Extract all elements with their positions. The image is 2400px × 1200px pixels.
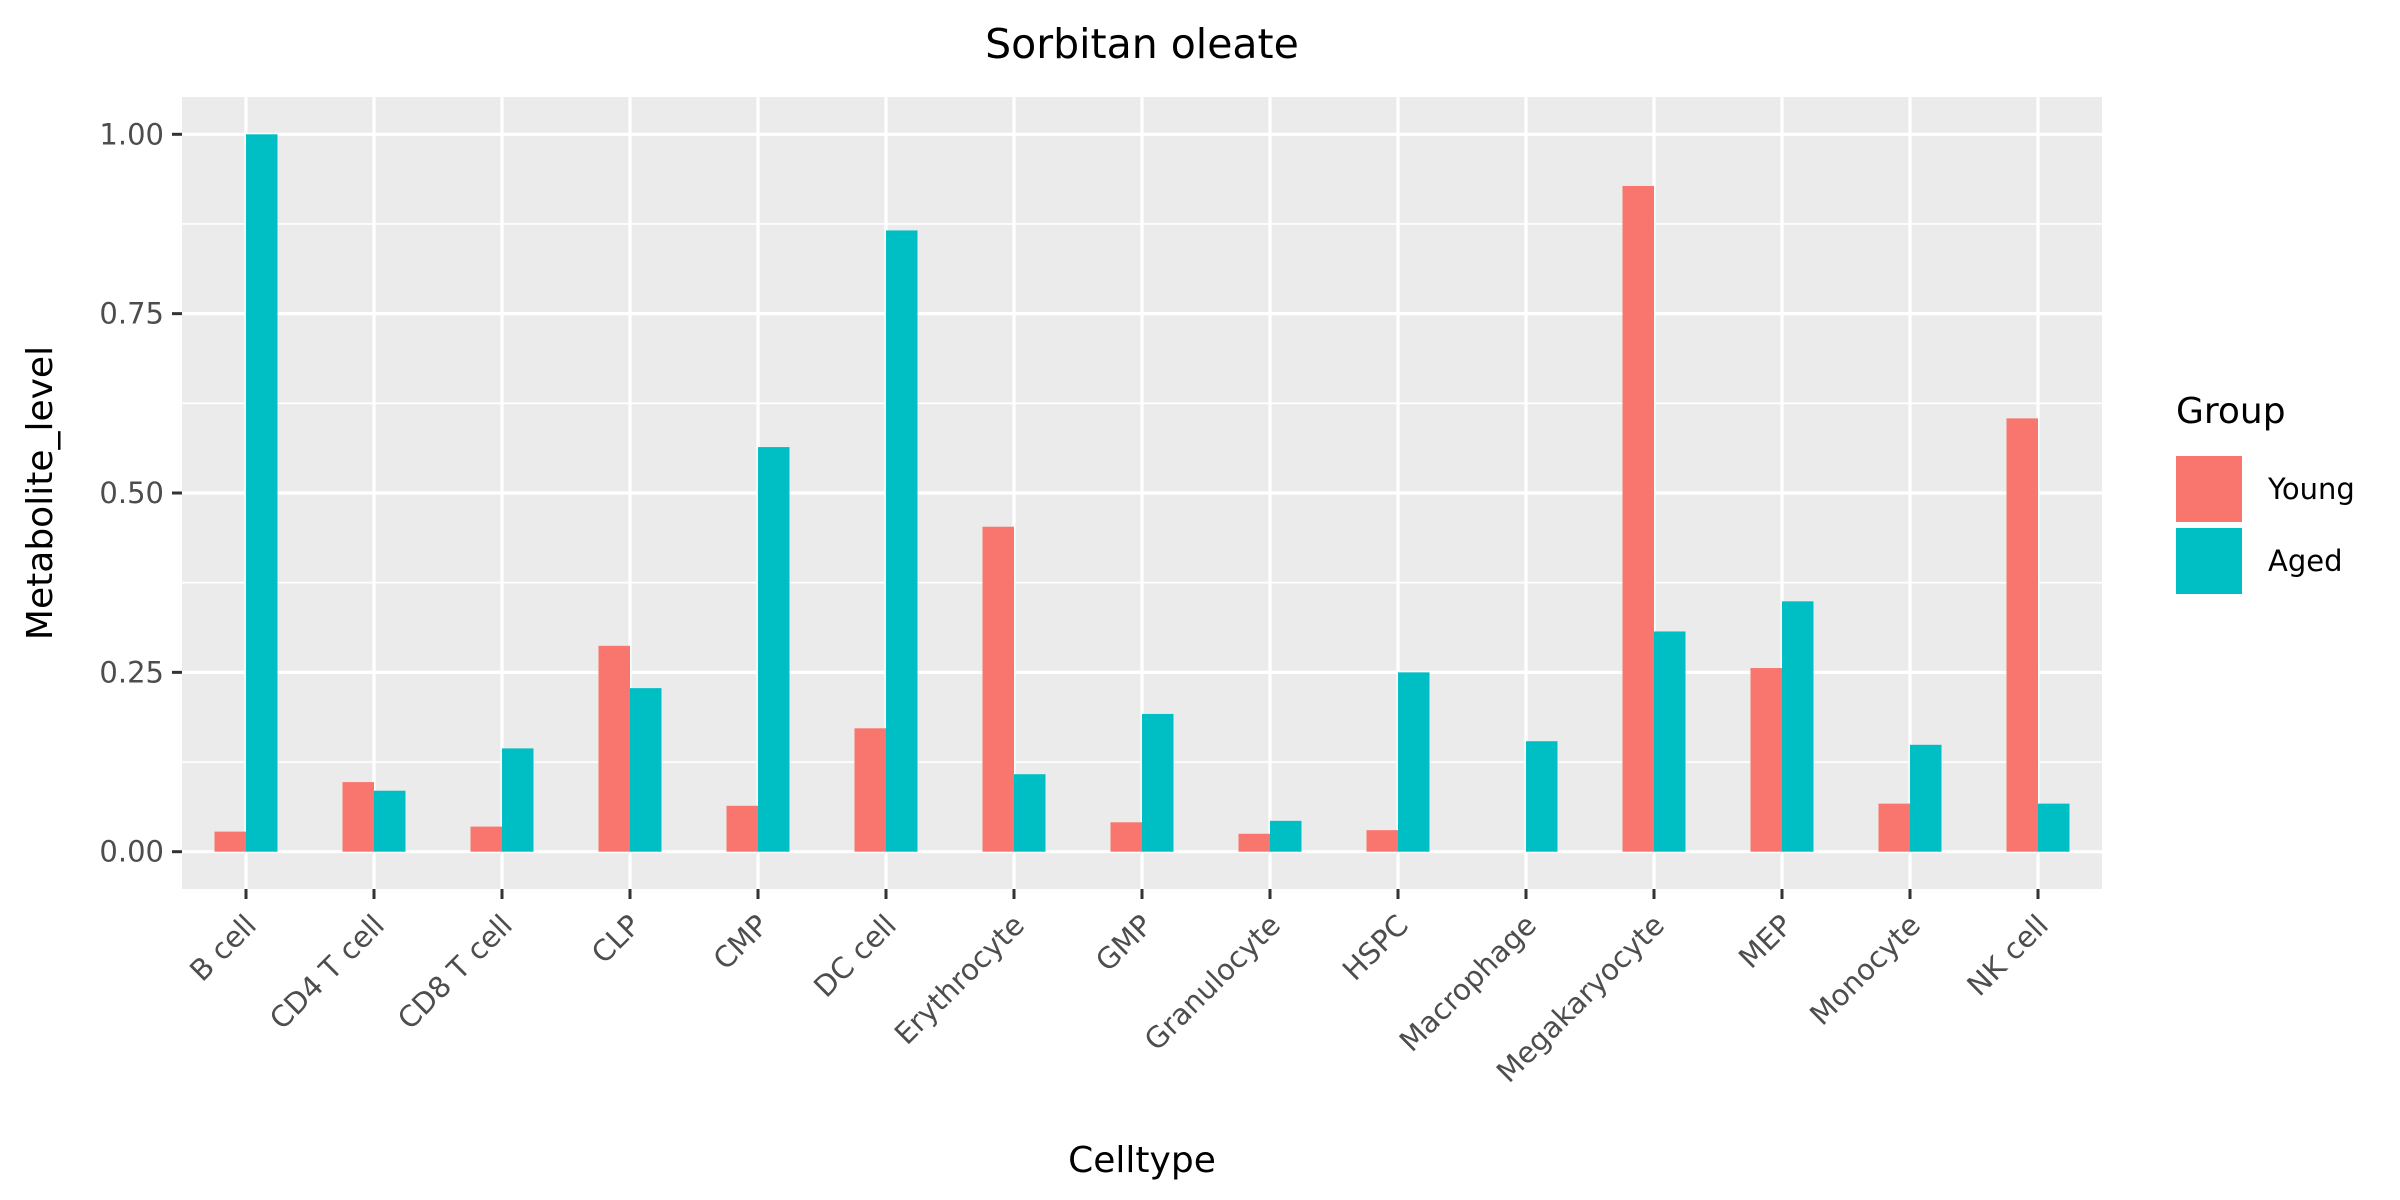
legend-items: Young Aged [2176,456,2355,594]
y-axis: 0.00 0.25 0.50 0.75 1.00 [99,117,182,869]
bar-young [1622,185,1654,852]
y-tick-label: 0.25 [99,655,164,689]
x-axis-title: Celltype [1068,1140,1216,1181]
bar-young [2006,418,2038,852]
bar-young [598,645,630,852]
bar-aged [246,134,278,852]
bar-aged [1142,713,1174,852]
x-tick-label: B cell [183,908,263,988]
bar-aged [1014,774,1046,852]
y-tick-label: 0.00 [99,835,164,869]
bar-aged [630,688,662,852]
x-tick-label: GMP [1089,908,1159,978]
chart-title: Sorbitan oleate [985,20,1299,68]
x-tick-label: CMP [707,908,775,976]
bar-aged [1270,820,1302,852]
y-tick-label: 1.00 [99,117,164,151]
x-tick-label: NK cell [1960,908,2055,1003]
bar-aged [2038,803,2070,852]
x-tick-label: CD8 T cell [391,908,519,1036]
x-tick-label: Monocyte [1803,908,1927,1032]
legend-title: Group [2176,391,2286,432]
x-tick-label: CD4 T cell [263,908,391,1036]
bar-young [342,782,374,852]
legend-label-young: Young [2267,472,2355,506]
bar-young [726,805,758,852]
x-tick-label: Granulocyte [1138,908,1287,1057]
bar-aged [1910,744,1942,852]
y-tick-label: 0.50 [99,476,164,510]
legend-label-aged: Aged [2268,544,2343,578]
bar-young [982,526,1014,852]
bar-young [1238,833,1270,852]
bar-aged [1654,631,1686,852]
bar-young [854,728,886,852]
y-tick-label: 0.75 [99,297,164,331]
x-axis: B cell CD4 T cell CD8 T cell CLP CMP DC cellE… [183,889,2055,1089]
x-tick-label: MEP [1732,908,1799,975]
bar-aged [886,230,918,852]
y-axis-title: Metabolite_level [20,346,61,640]
bar-young [214,831,246,852]
x-tick-label: DC cell [807,908,903,1004]
bar-aged [1782,601,1814,852]
bar-aged [758,447,790,852]
bar-young [1366,830,1398,852]
x-tick-label: HSPC [1336,908,1415,987]
bar-young [1878,803,1910,852]
bar-aged [374,790,406,852]
legend-key-aged [2176,528,2242,594]
legend-key-young [2176,456,2242,522]
bar-aged [1526,741,1558,852]
bar-young [1750,668,1782,852]
bar-young [470,826,502,852]
bar-young [1110,822,1142,852]
x-tick-label: CLP [585,908,647,970]
bar-aged [1398,672,1430,852]
bars [214,134,2070,852]
legend: Group Young Aged [2176,391,2355,594]
x-tick-label: Erythrocyte [888,908,1031,1051]
bar-aged [502,748,534,852]
